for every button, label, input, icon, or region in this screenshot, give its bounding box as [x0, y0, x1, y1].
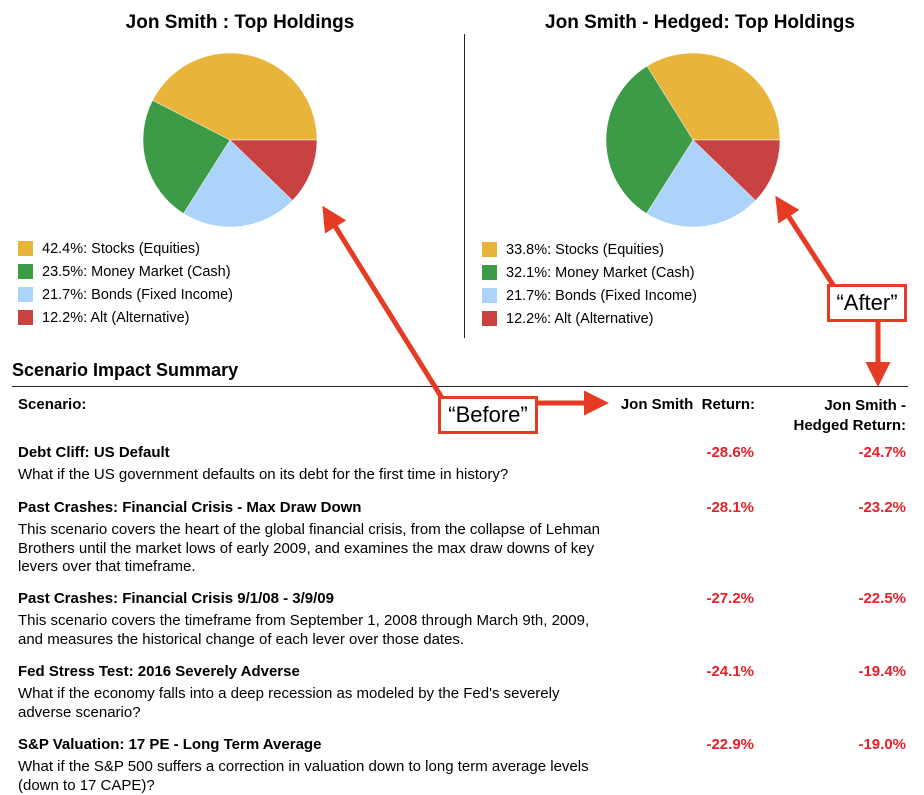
scenario-title: Debt Cliff: US Default: [18, 444, 170, 461]
scenario-description: This scenario covers the heart of the gl…: [18, 521, 600, 575]
pie-slice-stocks: [646, 52, 781, 141]
legend-label: 21.7%: Bonds (Fixed Income): [42, 286, 234, 303]
pie-slice-money-market: [142, 100, 231, 214]
scenario-title: Past Crashes: Financial Crisis - Max Dra…: [18, 499, 362, 516]
scenario-return-hedged: -22.5%: [858, 590, 906, 607]
legend-label: 32.1%: Money Market (Cash): [506, 264, 695, 281]
pie-slice-stocks: [152, 52, 318, 141]
legend-item-bonds: 21.7%: Bonds (Fixed Income): [18, 283, 233, 306]
scenario-description: What if the US government defaults on it…: [18, 466, 509, 483]
column-header-jon-smith: Jon Smith Return:: [620, 396, 755, 413]
legend-swatch: [482, 288, 497, 303]
legend-label: 12.2%: Alt (Alternative): [506, 310, 654, 327]
pie-slice-alt: [692, 139, 781, 201]
scenario-return-hedged: -23.2%: [858, 499, 906, 516]
legend-item-money-market: 23.5%: Money Market (Cash): [18, 260, 233, 283]
scenario-return-jon-smith: -28.6%: [706, 444, 754, 461]
legend-item-stocks: 33.8%: Stocks (Equities): [482, 238, 697, 261]
scenario-return-jon-smith: -28.1%: [706, 499, 754, 516]
column-header-hedged-line1: Jon Smith -: [824, 397, 906, 414]
arrow-before-to-pie: [322, 205, 445, 400]
column-header-scenario: Scenario:: [18, 396, 87, 413]
legend-item-alt: 12.2%: Alt (Alternative): [482, 307, 697, 330]
callout-before: “Before”: [438, 396, 538, 434]
legend-swatch: [18, 264, 33, 279]
legend-item-stocks: 42.4%: Stocks (Equities): [18, 237, 233, 260]
scenario-return-jon-smith: -22.9%: [706, 736, 754, 753]
legend-item-bonds: 21.7%: Bonds (Fixed Income): [482, 284, 697, 307]
chart-title-right: Jon Smith - Hedged: Top Holdings: [545, 12, 855, 33]
scenario-title: Fed Stress Test: 2016 Severely Adverse: [18, 663, 300, 680]
scenario-return-jon-smith: -24.1%: [706, 663, 754, 680]
scenario-description: This scenario covers the timeframe from …: [18, 612, 590, 648]
arrow-after-to-pie: [775, 195, 838, 290]
chart-title-left: Jon Smith : Top Holdings: [125, 12, 355, 33]
scenario-return-hedged: -19.0%: [858, 736, 906, 753]
legend-right: 33.8%: Stocks (Equities) 32.1%: Money Ma…: [482, 238, 697, 330]
scenario-description: What if the S&P 500 suffers a correction…: [18, 758, 589, 794]
legend-item-alt: 12.2%: Alt (Alternative): [18, 306, 233, 329]
pie-slice-bonds: [646, 139, 756, 228]
scenario-description: What if the economy falls into a deep re…: [18, 685, 560, 721]
legend-label: 21.7%: Bonds (Fixed Income): [506, 287, 698, 304]
legend-label: 12.2%: Alt (Alternative): [42, 309, 190, 326]
legend-left: 42.4%: Stocks (Equities) 23.5%: Money Ma…: [18, 237, 233, 329]
legend-label: 23.5%: Money Market (Cash): [42, 263, 231, 280]
pie-chart-right: [605, 52, 781, 228]
legend-item-money-market: 32.1%: Money Market (Cash): [482, 261, 697, 284]
scenario-return-jon-smith: -27.2%: [706, 590, 754, 607]
legend-swatch: [482, 265, 497, 280]
summary-title: Scenario Impact Summary: [12, 360, 239, 380]
chart-divider: [464, 34, 465, 338]
legend-label: 42.4%: Stocks (Equities): [42, 240, 200, 257]
legend-swatch: [482, 242, 497, 257]
column-header-hedged: Jon Smith - Hedged Return:: [740, 396, 907, 436]
pie-slice-alt: [229, 139, 318, 201]
legend-swatch: [18, 287, 33, 302]
legend-swatch: [18, 241, 33, 256]
scenario-title: Past Crashes: Financial Crisis 9/1/08 - …: [18, 590, 334, 607]
scenario-return-hedged: -24.7%: [858, 444, 906, 461]
pie-chart-left: [142, 52, 318, 228]
legend-swatch: [482, 311, 497, 326]
column-header-hedged-line2: Hedged Return:: [793, 417, 907, 434]
pie-slice-money-market: [605, 65, 694, 214]
scenario-title: S&P Valuation: 17 PE - Long Term Average: [18, 736, 322, 753]
pie-slice-bonds: [183, 139, 293, 228]
legend-swatch: [18, 310, 33, 325]
summary-divider: [12, 386, 908, 387]
callout-after: “After”: [827, 284, 907, 322]
scenario-return-hedged: -19.4%: [858, 663, 906, 680]
legend-label: 33.8%: Stocks (Equities): [506, 241, 664, 258]
